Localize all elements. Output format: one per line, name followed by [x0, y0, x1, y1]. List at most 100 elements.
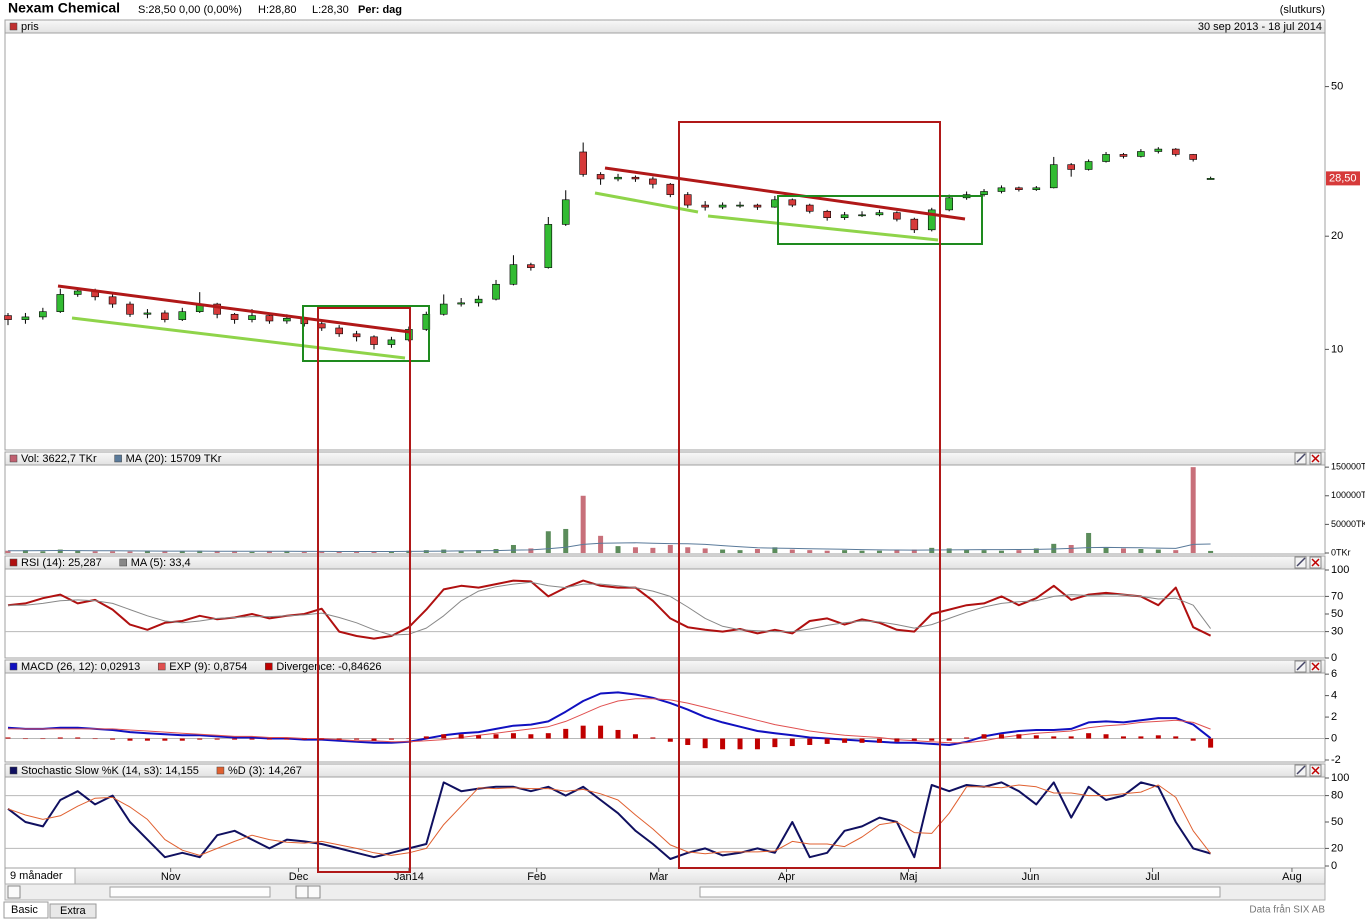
volume-bar — [162, 551, 168, 553]
support-line — [707, 214, 939, 242]
candle-body — [248, 315, 256, 320]
range-label: 9 månader — [10, 870, 63, 882]
volume-bar — [720, 549, 726, 553]
legend-swatch — [9, 454, 18, 463]
volume-bar — [1190, 467, 1196, 553]
x-tick-label: Dec — [289, 871, 309, 883]
price-mode: (slutkurs) — [1280, 4, 1325, 16]
divergence-bar — [214, 738, 220, 740]
date-range: 30 sep 2013 - 18 jul 2014 — [1198, 21, 1322, 33]
y-tick-label: 70 — [1331, 590, 1343, 602]
resistance-line — [57, 284, 411, 334]
candle-body — [736, 204, 744, 207]
divergence-bar — [667, 738, 673, 742]
series-line — [8, 698, 1211, 744]
divergence-bar — [1016, 734, 1022, 739]
zoom-thumb[interactable] — [699, 886, 1221, 898]
scroll-right[interactable] — [295, 885, 309, 899]
series-line — [7, 691, 1212, 746]
tab-label[interactable]: Extra — [60, 905, 87, 917]
divergence-bar — [563, 728, 569, 739]
scroll-end[interactable] — [307, 885, 321, 899]
legend-swatch — [9, 662, 18, 671]
close-icon — [1311, 558, 1320, 567]
panel-header — [4, 659, 1326, 674]
volume-bar — [354, 551, 360, 553]
legend-swatch — [9, 766, 18, 775]
divergence-bar — [754, 738, 760, 750]
divergence-bar — [981, 734, 987, 739]
candle-body — [875, 212, 884, 216]
legend-label: Stochastic Slow %K (14, s3): 14,155 — [21, 765, 199, 777]
candle-body — [1171, 148, 1180, 155]
volume-bar — [1016, 550, 1022, 553]
candle-body — [527, 264, 535, 268]
volume-bar — [336, 551, 342, 553]
volume-bar — [179, 550, 185, 553]
close-icon — [1311, 766, 1320, 775]
divergence-bar — [406, 738, 412, 740]
volume-bar — [144, 551, 150, 553]
candle-body — [73, 290, 82, 295]
candle-body — [317, 323, 326, 329]
candle-body — [579, 151, 587, 175]
panel-header — [4, 555, 1326, 570]
scroll-left[interactable] — [7, 885, 21, 899]
candle-body — [927, 209, 936, 231]
panel-header — [4, 451, 1326, 466]
candle-body — [858, 214, 866, 217]
y-tick-label: 50 — [1331, 80, 1343, 92]
candle-body — [683, 194, 692, 206]
x-tick-label: Mar — [649, 871, 668, 883]
volume-bar — [824, 550, 830, 553]
panel-frame — [4, 763, 1326, 869]
divergence-bar — [876, 738, 882, 743]
volume-bar — [545, 531, 551, 553]
candle-body — [649, 178, 657, 185]
scrollbar[interactable] — [4, 883, 1326, 901]
candle-body — [614, 176, 622, 180]
plot-area: pris 30 sep 2013 - 18 jul 201410205028,50… — [4, 19, 1365, 885]
volume-bar — [319, 551, 325, 553]
y-tick-label: 4 — [1331, 690, 1337, 702]
candle-body — [1084, 161, 1093, 170]
tab-label[interactable]: Basic — [11, 904, 38, 916]
divergence-bar — [388, 738, 394, 740]
panel-header — [4, 19, 1326, 34]
volume-bar — [388, 551, 394, 553]
candle-body — [405, 329, 413, 341]
divergence-bar — [40, 738, 46, 740]
divergence-bar — [57, 737, 63, 739]
stock-title: Nexam Chemical — [8, 0, 120, 16]
scroll-thumb[interactable] — [109, 886, 271, 898]
candle-body — [370, 336, 378, 345]
close-icon — [1311, 454, 1320, 463]
candle-body — [910, 218, 919, 231]
candle-body — [56, 294, 65, 312]
divergence-bar — [127, 738, 133, 741]
data-source: Data från SIX AB — [1249, 904, 1325, 916]
volume-bar — [284, 551, 290, 553]
tab[interactable] — [3, 901, 49, 919]
volume-bar — [1155, 549, 1161, 553]
consolidation-box — [777, 195, 983, 245]
volume-bar — [510, 544, 516, 553]
tab[interactable] — [49, 903, 97, 919]
candle-body — [561, 199, 570, 225]
day-high: H:28,80 — [258, 4, 297, 16]
y-tick-label: 10 — [1331, 343, 1343, 355]
divergence-bar — [179, 738, 185, 741]
candle-body — [701, 204, 709, 208]
legend-label: pris — [21, 21, 39, 33]
legend-swatch — [157, 662, 166, 671]
candle-body — [1049, 164, 1058, 189]
volume-bar — [946, 548, 952, 553]
divergence-bar — [22, 738, 28, 740]
divergence-bar — [284, 738, 290, 740]
divergence-bar — [1190, 738, 1196, 741]
divergence-bar — [1103, 734, 1109, 739]
candle-body — [1189, 154, 1197, 160]
candle-body — [283, 317, 291, 322]
last-price-marker — [1326, 171, 1360, 186]
